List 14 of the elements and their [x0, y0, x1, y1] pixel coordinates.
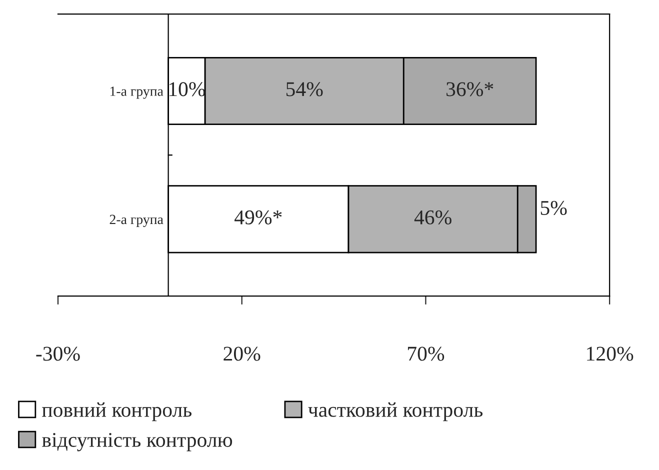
data-label: 46%: [414, 210, 452, 224]
x-tick-label: -30%: [36, 346, 80, 361]
data-label: 54%: [286, 82, 323, 96]
x-tick-label: 120%: [587, 346, 634, 361]
legend-label: відсутність контролю: [42, 432, 232, 452]
data-label: 5%: [540, 200, 567, 216]
x-tick-label: 70%: [408, 346, 444, 361]
x-tick-label: 20%: [224, 346, 260, 361]
legend-label: частковий контроль: [308, 402, 483, 422]
data-label: 36%*: [446, 82, 494, 96]
legend-label: повний контроль: [42, 402, 192, 422]
data-label: 49%*: [234, 210, 282, 224]
y-tick-label: 2-а група: [110, 214, 164, 227]
y-tick-label: 1-а група: [110, 86, 164, 99]
